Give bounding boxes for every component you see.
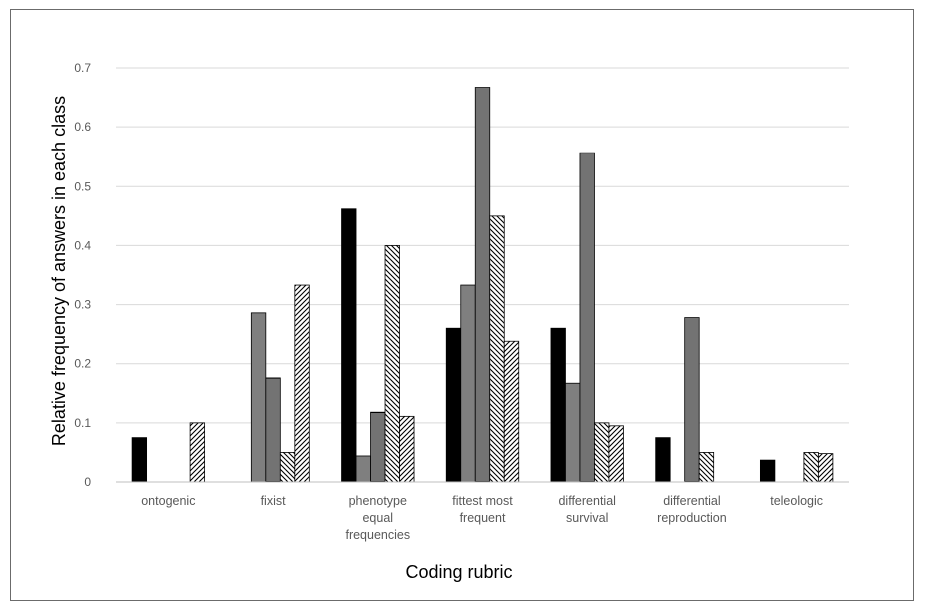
bar-diagonal-slash bbox=[189, 422, 206, 483]
bar-diagonal-backslash bbox=[489, 215, 505, 483]
bar-diagonal-slash bbox=[503, 340, 520, 483]
bar-horizontal-lines bbox=[265, 377, 281, 483]
bar-diagonal-slash bbox=[294, 284, 310, 483]
bar-diagonal-slash bbox=[608, 425, 624, 483]
chart-frame: 0 0.1 0.2 0.3 0.4 0.5 0.6 0.7 ontogenic fixist phe… bbox=[10, 9, 914, 601]
bar-solid-black bbox=[759, 459, 776, 483]
y-tick-label: 0.5 bbox=[74, 179, 91, 193]
bar-diagonal-backslash bbox=[698, 452, 715, 483]
bar-solid-black bbox=[131, 437, 148, 483]
bar-horizontal-lines bbox=[370, 411, 386, 483]
bar-diagonal-backslash bbox=[803, 452, 819, 483]
y-tick-label: 0.1 bbox=[74, 416, 91, 430]
bars bbox=[131, 87, 834, 483]
y-tick-label: 0.4 bbox=[74, 238, 91, 252]
y-tick-label: 0.2 bbox=[74, 357, 91, 371]
bar-solid-black bbox=[550, 327, 566, 483]
x-axis-title: Coding rubric bbox=[405, 562, 512, 582]
x-tick-label: fixist bbox=[261, 494, 287, 508]
bar-horizontal-lines bbox=[474, 87, 491, 483]
bar-diagonal-backslash bbox=[384, 245, 400, 483]
x-tick-label: differential reproduction bbox=[657, 494, 727, 525]
bar-chart: 0 0.1 0.2 0.3 0.4 0.5 0.6 0.7 ontogenic fixist phe… bbox=[49, 61, 849, 582]
y-tick-label: 0 bbox=[84, 475, 91, 489]
bar-solid-gray bbox=[460, 284, 476, 483]
bar-diagonal-backslash bbox=[594, 422, 610, 483]
x-tick-label: differential survival bbox=[558, 494, 615, 525]
bar-solid-black bbox=[445, 327, 462, 483]
y-tick-label: 0.7 bbox=[74, 61, 91, 75]
x-tick-label: phenotype equal frequencies bbox=[345, 494, 410, 542]
axes: 0 0.1 0.2 0.3 0.4 0.5 0.6 0.7 ontogenic fixist phe… bbox=[74, 61, 849, 542]
bar-solid-black bbox=[655, 437, 671, 483]
bar-solid-black bbox=[341, 208, 357, 483]
x-tick-label: teleologic bbox=[770, 494, 823, 508]
y-axis-title: Relative frequency of answers in each cl… bbox=[49, 96, 69, 446]
bar-diagonal-slash bbox=[399, 415, 415, 483]
bar-horizontal-lines bbox=[684, 317, 700, 483]
bar-horizontal-lines bbox=[579, 152, 595, 483]
y-tick-label: 0.6 bbox=[74, 120, 91, 134]
bar-solid-gray bbox=[565, 382, 581, 483]
y-tick-label: 0.3 bbox=[74, 298, 91, 312]
bar-diagonal-backslash bbox=[279, 452, 296, 483]
bar-solid-gray bbox=[250, 312, 267, 483]
x-tick-label: fittest most frequent bbox=[452, 494, 513, 525]
x-tick-label: ontogenic bbox=[141, 494, 195, 508]
bar-diagonal-slash bbox=[817, 453, 834, 483]
bar-solid-gray bbox=[355, 455, 371, 483]
